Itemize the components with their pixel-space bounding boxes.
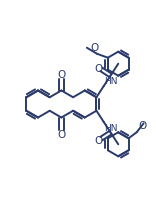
Text: HN: HN <box>105 123 118 132</box>
Text: O: O <box>57 69 66 79</box>
Text: HN: HN <box>105 77 118 86</box>
Text: O: O <box>57 130 66 140</box>
Text: O: O <box>95 63 103 74</box>
Text: O: O <box>139 121 147 131</box>
Text: O: O <box>91 42 99 53</box>
Text: O: O <box>95 136 103 145</box>
